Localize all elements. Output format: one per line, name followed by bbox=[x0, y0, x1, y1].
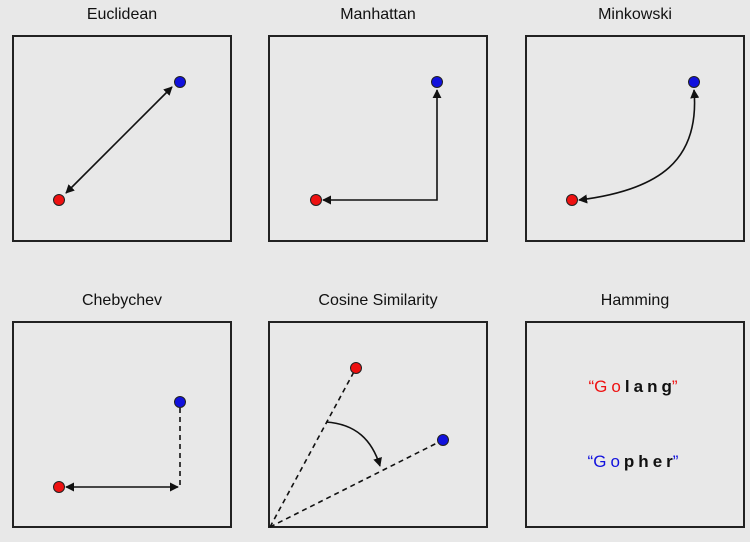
chebychev-point-red bbox=[53, 481, 65, 493]
gopher-letter: G bbox=[593, 452, 611, 471]
euclidean-point-red bbox=[53, 194, 65, 206]
euclidean-point-blue bbox=[174, 76, 186, 88]
cosine-vector-red bbox=[269, 367, 357, 528]
panel-title-euclidean: Euclidean bbox=[86, 6, 158, 23]
cosine-point-red bbox=[350, 362, 362, 374]
panel-box-cosine bbox=[268, 321, 488, 528]
minkowski-drawing bbox=[566, 76, 700, 206]
euclidean-drawing bbox=[53, 76, 186, 206]
cosine-drawing bbox=[269, 362, 449, 528]
minkowski-point-red bbox=[566, 194, 578, 206]
golang-letter: a bbox=[633, 377, 648, 396]
gopher-letter: r bbox=[666, 452, 677, 471]
euclidean-distance-arrow bbox=[65, 86, 173, 194]
panel-title-hamming: Hamming bbox=[600, 292, 670, 309]
hamming-word-golang: “Golang” bbox=[525, 377, 745, 397]
panel-title-chebychev: Chebychev bbox=[81, 292, 163, 309]
gopher-letter: o bbox=[610, 452, 624, 471]
chebychev-drawing bbox=[53, 396, 186, 493]
gopher-letter: p bbox=[623, 452, 639, 471]
manhattan-drawing bbox=[310, 76, 443, 206]
panel-title-minkowski: Minkowski bbox=[598, 6, 672, 23]
panel-box-manhattan bbox=[268, 35, 488, 242]
manhattan-distance-arrow bbox=[322, 89, 442, 205]
gopher-close-quote: ” bbox=[672, 452, 683, 471]
panel-box-minkowski bbox=[525, 35, 745, 242]
panel-box-hamming bbox=[525, 321, 745, 528]
manhattan-point-blue bbox=[431, 76, 443, 88]
cosine-angle-arc bbox=[325, 421, 382, 467]
gopher-open-quote: “ bbox=[587, 452, 594, 471]
golang-close-quote: ” bbox=[671, 377, 682, 396]
gopher-letter: h bbox=[638, 452, 653, 471]
golang-letter: G bbox=[594, 377, 612, 396]
minkowski-point-blue bbox=[688, 76, 700, 88]
panel-title-manhattan: Manhattan bbox=[340, 6, 416, 23]
gopher-letter: e bbox=[652, 452, 667, 471]
golang-letter: l bbox=[624, 377, 634, 396]
manhattan-point-red bbox=[310, 194, 322, 206]
cosine-vector-blue bbox=[269, 439, 444, 528]
minkowski-distance-arrow bbox=[578, 89, 700, 204]
golang-letter: n bbox=[647, 377, 662, 396]
panel-title-cosine: Cosine Similarity bbox=[318, 292, 438, 309]
golang-open-quote: “ bbox=[588, 377, 595, 396]
cosine-point-blue bbox=[437, 434, 449, 446]
chebychev-point-blue bbox=[174, 396, 186, 408]
panel-box-euclidean bbox=[12, 35, 232, 242]
golang-letter: g bbox=[661, 377, 676, 396]
panel-box-chebychev bbox=[12, 321, 232, 528]
golang-letter: o bbox=[611, 377, 625, 396]
hamming-word-gopher: “Gopher” bbox=[525, 452, 745, 472]
